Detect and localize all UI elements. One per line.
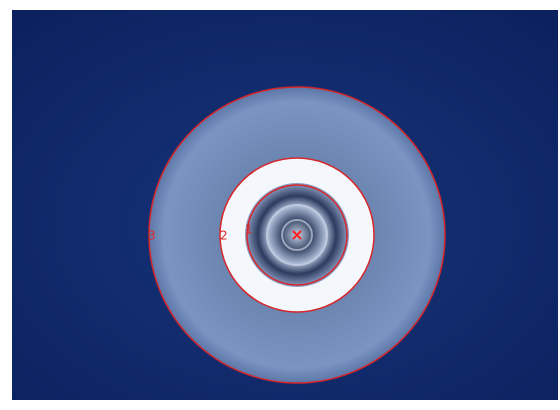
zone-label: 3 bbox=[148, 229, 156, 243]
zone-label: 2 bbox=[220, 229, 228, 243]
core-ring bbox=[266, 204, 328, 266]
center-marker bbox=[292, 230, 302, 240]
core-ring bbox=[281, 219, 313, 251]
zone-circle bbox=[219, 157, 375, 313]
zone-label: 1 bbox=[245, 223, 253, 237]
zone-circle bbox=[148, 86, 446, 384]
zone-circle bbox=[246, 184, 348, 286]
